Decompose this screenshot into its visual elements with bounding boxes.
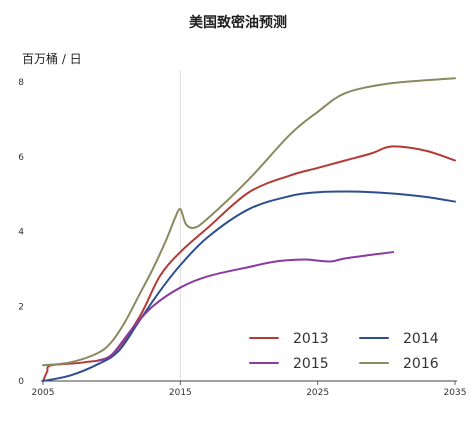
x-axis-ticks: 2005 2015 2025 2035 bbox=[32, 381, 467, 398]
series-lines bbox=[42, 77, 456, 382]
legend-label-2014: 2014 bbox=[403, 331, 439, 347]
y-tick-label: 0 bbox=[18, 377, 24, 387]
x-tick-label: 2005 bbox=[32, 388, 55, 398]
chart-title: 美国致密油预测 bbox=[189, 14, 287, 31]
y-axis-ticks: 0 2 4 6 8 bbox=[18, 78, 24, 387]
y-tick-label: 4 bbox=[18, 228, 24, 238]
x-tick-label: 2035 bbox=[444, 388, 467, 398]
y-tick-label: 2 bbox=[18, 302, 24, 312]
y-tick-label: 6 bbox=[18, 153, 24, 163]
y-axis-label: 百万桶 / 日 bbox=[22, 51, 82, 66]
x-tick-label: 2025 bbox=[306, 388, 329, 398]
x-tick-label: 2015 bbox=[169, 388, 192, 398]
series-line-2016 bbox=[42, 77, 456, 367]
y-tick-label: 8 bbox=[18, 78, 24, 88]
legend-label-2016: 2016 bbox=[403, 356, 439, 372]
series-line-2014 bbox=[42, 190, 456, 382]
legend-label-2015: 2015 bbox=[293, 356, 329, 372]
legend-label-2013: 2013 bbox=[293, 331, 329, 347]
series-line-2013 bbox=[42, 145, 456, 382]
series-line-2015 bbox=[96, 251, 395, 362]
legend: 2013 2014 2015 2016 bbox=[249, 331, 439, 372]
